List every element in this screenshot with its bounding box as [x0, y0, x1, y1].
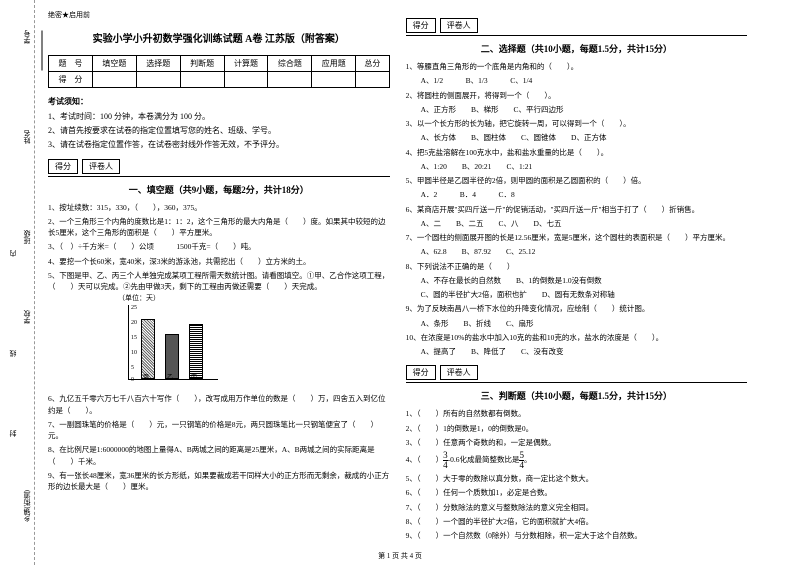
score-table: 题 号 填空题 选择题 判断题 计算题 综合题 应用题 总分 得 分 — [48, 55, 390, 88]
question-options: A、二 B、二五 C、八 D、七五 — [406, 218, 748, 229]
section-header: 得分 评卷人 — [406, 18, 748, 36]
margin-label: 学号 — [22, 30, 32, 44]
y-tick: 0 — [131, 377, 134, 383]
question: 6、（ ）任何一个质数加1，必定是合数。 — [406, 487, 748, 498]
table-cell — [356, 72, 389, 88]
table-header: 选择题 — [136, 56, 180, 72]
question: 5、甲圆半径是乙圆半径的2倍，则甲圆的面积是乙圆面积的（ ）倍。 — [406, 175, 748, 186]
question-options: A、1:20 B、20:21 C、1:21 — [406, 161, 748, 172]
y-tick: 20 — [131, 320, 137, 326]
question-options: A、条形 B、折线 C、扇形 — [406, 318, 748, 329]
question-options: A、62.8 B、87.92 C、25.12 — [406, 246, 748, 257]
question: 8、下列说法不正确的是（ ） — [406, 261, 748, 272]
notice-title: 考试须知： — [48, 96, 390, 107]
chart-title: （单位：天） — [118, 293, 160, 303]
question: 6、九亿五千零六万七千八百六十写作（ ），改写成用万作单位的数是（ ）万，四舍五… — [48, 393, 390, 416]
question: 4、要挖一个长60米，宽40米，深3米的游泳池，共需挖出（ ）立方米的土。 — [48, 256, 390, 267]
question: 7、一副圆珠笔的价格是（ ）元，一只钢笔的价格是8元，两只圆珠笔比一只钢笔便宜了… — [48, 419, 390, 442]
margin-field — [42, 31, 43, 71]
question: 8、在比例尺是1:6000000的地图上量得A、B两城之间的距离是25厘米，A、… — [48, 444, 390, 467]
question: 6、某商店开展"买四斤送一斤"的促销活动，"买四斤送一斤"相当于打了（ ）折销售… — [406, 204, 748, 215]
question: 5、下图是甲、乙、丙三个人单独完成某项工程所需天数统计图。请看图填空。①甲、乙合… — [48, 270, 390, 293]
question: 3、（ ）任意两个奇数的和，一定是偶数。 — [406, 437, 748, 448]
chart-axis: 25 20 15 10 5 0 甲 乙 丙 — [128, 305, 218, 380]
table-header: 计算题 — [224, 56, 268, 72]
question: 7、一个圆柱的侧面展开图的长是12.56厘米，宽是5厘米，这个圆柱的表面积是（ … — [406, 232, 748, 243]
secret-label: 绝密★启用前 — [48, 10, 390, 20]
question: 1、（ ）所有的自然数都有倒数。 — [406, 408, 748, 419]
table-header: 题 号 — [49, 56, 93, 72]
question-options: A、长方体 B、圆柱体 C、圆锥体 D、正方体 — [406, 132, 748, 143]
table-cell: 得 分 — [49, 72, 93, 88]
notice-item: 2、请首先按要求在试卷的指定位置填写您的姓名、班级、学号。 — [48, 125, 390, 136]
question: 9、（ ）一个自然数（0除外）与分数相除，积一定大于这个自然数。 — [406, 530, 748, 541]
question: 4、把5克盐溶解在100克水中，盐和盐水重量的比是（ ）。 — [406, 147, 748, 158]
margin-inner: 内 — [8, 250, 18, 257]
grader-label: 评卷人 — [440, 365, 478, 380]
margin-label: 学校 — [22, 310, 32, 324]
y-tick: 5 — [131, 365, 134, 371]
bar — [141, 319, 155, 379]
notice-item: 3、请在试卷指定位置作答，在试卷密封线外作答无效，不予评分。 — [48, 139, 390, 150]
table-header: 应用题 — [312, 56, 356, 72]
margin-label: 班级 — [22, 230, 32, 244]
question: 1、等腰直角三角形的一个底角是内角和的（ ）。 — [406, 61, 748, 72]
score-label: 得分 — [406, 18, 436, 33]
question: 9、有一张长48厘米，宽36厘米的长方形纸，如果要裁成若干同样大小的正方形而无剩… — [48, 470, 390, 493]
notice-item: 1、考试时间：100 分钟，本卷满分为 100 分。 — [48, 111, 390, 122]
y-tick: 10 — [131, 350, 137, 356]
bar — [189, 324, 203, 379]
x-tick: 乙 — [167, 372, 173, 381]
y-tick: 15 — [131, 335, 137, 341]
score-label: 得分 — [48, 159, 78, 174]
table-header: 总分 — [356, 56, 389, 72]
question-options: A、1/2 B、1/3 C、1/4 — [406, 75, 748, 86]
table-cell — [180, 72, 224, 88]
table-header: 判断题 — [180, 56, 224, 72]
y-tick: 25 — [131, 305, 137, 311]
question-options: A、不存在最长的自然数 B、1的倒数是1.0没有倒数 — [406, 275, 748, 286]
question: 3、以一个长方形的长为轴，把它旋转一周，可以得到一个（ ）。 — [406, 118, 748, 129]
question: 7、（ ）分数除法的意义与整数除法的意义完全相同。 — [406, 502, 748, 513]
question: 2、将圆柱的侧面展开，将得到一个（ ）。 — [406, 90, 748, 101]
question: 10、在浓度是10%的盐水中加入10克的盐和10克的水，盐水的浓度是（ ）。 — [406, 332, 748, 343]
margin-inner: 线 — [8, 350, 18, 357]
section-title: 二、选择题（共10小题，每题1.5分，共计15分） — [406, 42, 748, 55]
question: 4、（ ）34-0.6化成最简整数比是54。 — [406, 451, 748, 470]
question-options: A、正方形 B、梯形 C、平行四边形 — [406, 104, 748, 115]
question-options: A、提高了 B、降低了 C、没有改变 — [406, 346, 748, 357]
x-tick: 甲 — [143, 372, 149, 381]
question: 1、按址续数：315，330，（ ），360，375。 — [48, 202, 390, 213]
grader-label: 评卷人 — [82, 159, 120, 174]
x-tick: 丙 — [191, 372, 197, 381]
section-header: 得分 评卷人 — [406, 365, 748, 383]
grader-label: 评卷人 — [440, 18, 478, 33]
question: 2、（ ）1的倒数是1，0的倒数是0。 — [406, 423, 748, 434]
table-cell — [92, 72, 136, 88]
margin-label: 姓名 — [22, 130, 32, 144]
section-title: 一、填空题（共9小题，每题2分，共计18分） — [48, 183, 390, 196]
question-options: A．2 B．4 C．8 — [406, 189, 748, 200]
question: 2、一个三角形三个内角的度数比是1：1：2，这个三角形的最大内角是（ ）度。如果… — [48, 216, 390, 239]
section-header: 得分 评卷人 — [48, 159, 390, 177]
exam-title: 实验小学小升初数学强化训练试题 A卷 江苏版（附答案） — [48, 30, 390, 45]
table-cell — [136, 72, 180, 88]
table-header: 填空题 — [92, 56, 136, 72]
table-header: 综合题 — [268, 56, 312, 72]
section-title: 三、判断题（共10小题，每题1.5分，共计15分） — [406, 389, 748, 402]
score-label: 得分 — [406, 365, 436, 380]
table-cell — [312, 72, 356, 88]
question: 8、（ ）一个圆的半径扩大2倍，它的面积就扩大4倍。 — [406, 516, 748, 527]
question: 3、（ ）÷千方米=（ ）公顷 1500千克=（ ）吨。 — [48, 241, 390, 252]
question: 5、（ ）大于零的数除以真分数，商一定比这个数大。 — [406, 473, 748, 484]
table-cell — [224, 72, 268, 88]
question: 9、为了反映南昌八一桥下水位的升降变化情况，应绘制（ ）统计图。 — [406, 303, 748, 314]
margin-label: 乡镇(街道) — [22, 490, 32, 523]
table-cell — [268, 72, 312, 88]
page-footer: 第 1 页 共 4 页 — [0, 551, 800, 561]
margin-inner: 封 — [8, 430, 18, 437]
question-options: C、圆的半径扩大2倍，面积也扩 D、圆有无数条对称轴 — [406, 289, 748, 300]
bar-chart: （单位：天） 25 20 15 10 5 0 甲 乙 丙 — [108, 295, 228, 390]
